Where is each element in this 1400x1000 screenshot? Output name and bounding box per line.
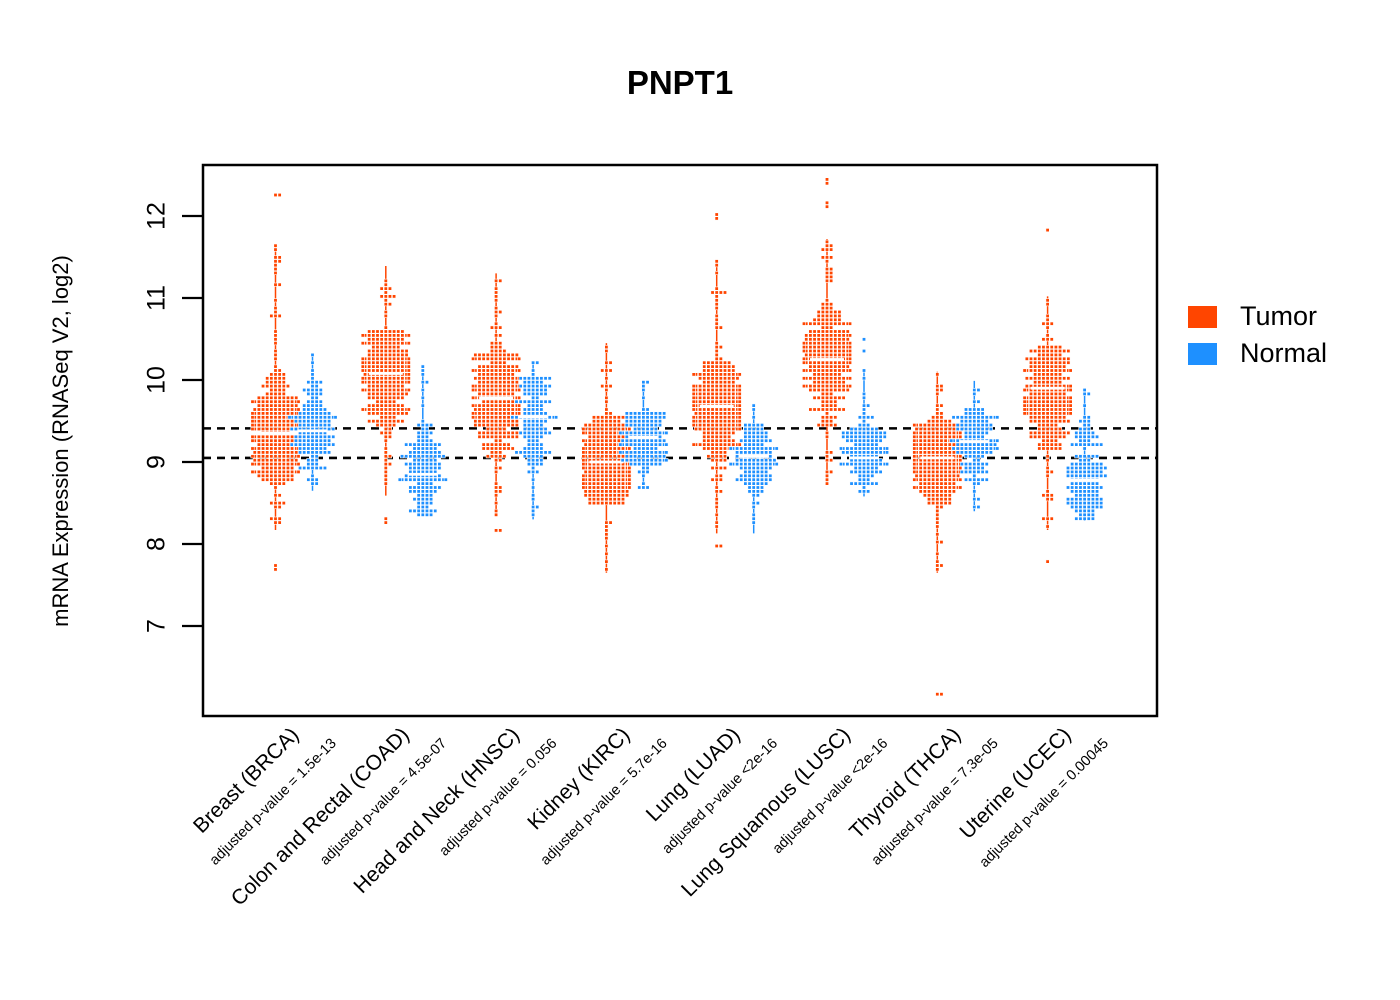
plot-box [201,163,1159,718]
legend-label-tumor: Tumor [1240,301,1317,331]
y-tick-8: 8 [143,537,203,551]
kirc-normal-strip [618,380,669,490]
y-tick-label-8: 8 [143,537,171,551]
y-axis-title: mRNA Expression (RNASeq V2, log2) [48,255,73,627]
ucec-normal-strip-median-line [1069,478,1100,482]
legend: Tumor Normal [1188,301,1327,368]
hnsc-tumor-strip-median-line [479,396,514,400]
thca-tumor-strip [912,371,963,697]
y-tick-label-7: 7 [143,619,171,633]
group-luad: Lung (LUAD)adjusted p-value <2e-16 [642,212,781,857]
y-tick-label-12: 12 [143,202,171,230]
legend-swatch-tumor [1188,306,1217,328]
y-tick-7: 7 [143,619,203,633]
lusc-normal-strip [838,337,889,497]
ucec-tumor-strip-median-line [1030,386,1065,390]
luad-tumor-strip [691,212,742,548]
group-lusc: Lung Squamous (LUSC)adjusted p-value <2e… [677,177,891,901]
coad-normal-strip-median-line [407,472,438,476]
thca-normal-strip-median-line [959,440,990,443]
kirc-tumor-strip-median-line [589,460,624,464]
coad-tumor-strip-median-line [368,372,403,375]
thca-normal-strip [949,380,1000,512]
group-brca: Breast (BRCA)adjusted p-value = 1.5e-13 [189,193,340,869]
lusc-normal-strip-median-line [849,456,879,460]
brca-tumor-strip-median-line [258,431,293,435]
coad-tumor-strip [360,266,411,525]
ucec-tumor-strip [1022,228,1073,564]
page-title: PNPT1 [627,64,733,101]
brca-tumor-strip [250,193,301,572]
lusc-tumor-strip-median-line [810,358,844,361]
y-tick-9: 9 [143,455,203,469]
brca-normal-strip-median-line [297,429,328,433]
kirc-tumor-strip [581,343,632,573]
y-tick-10: 10 [143,366,203,394]
hnsc-normal-strip [510,360,559,520]
ucec-normal-strip [1066,387,1108,522]
kirc-normal-strip-median-line [628,436,659,439]
hnsc-tumor-strip [471,273,522,533]
coad-normal-strip [397,364,448,517]
y-tick-11: 11 [143,285,203,311]
y-tick-label-10: 10 [143,366,171,394]
thca-tumor-strip-median-line [920,456,955,460]
lusc-tumor-strip [801,177,852,486]
y-tick-12: 12 [143,202,203,230]
y-tick-label-9: 9 [143,455,171,469]
luad-normal-strip [728,403,779,534]
hnsc-normal-strip-median-line [518,415,549,419]
legend-swatch-normal [1188,343,1217,365]
luad-normal-strip-median-line [738,454,769,458]
legend-label-normal: Normal [1240,338,1327,368]
luad-tumor-strip-median-line [699,404,734,408]
y-tick-label-11: 11 [143,285,171,311]
group-ucec: Uterine (UCEC)adjusted p-value = 0.00045 [955,228,1112,871]
plot-area: 7 8 9 10 11 12 Breast (BRCA)adjusted p-value =… [143,177,1157,910]
brca-normal-strip [287,352,338,491]
